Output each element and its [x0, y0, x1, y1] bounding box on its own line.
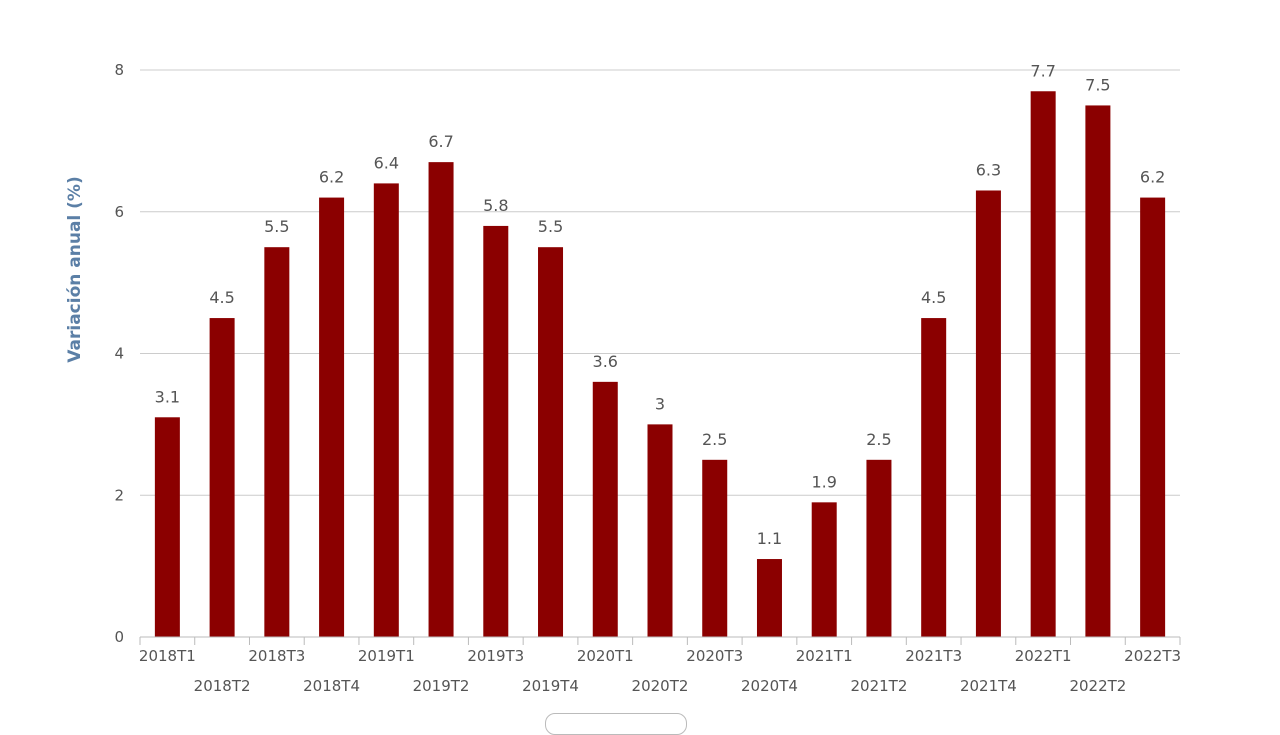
x-tick-label: 2019T3: [467, 647, 524, 665]
bar: [154, 417, 180, 637]
x-tick-label: 2018T1: [139, 647, 196, 665]
x-tick-label: 2018T3: [248, 647, 305, 665]
bar: [702, 459, 728, 637]
bar: [975, 190, 1001, 638]
data-label: 5.5: [264, 217, 289, 236]
data-label: 3.6: [593, 352, 618, 371]
bar: [1030, 91, 1056, 637]
data-label: 1.9: [811, 472, 836, 491]
data-labels: 3.1 4.5 5.5 6.2 6.4 6.7 5.8 5.5 3.6 3 2.5 1.1 1.9 2.5…: [155, 61, 1166, 548]
y-tick-label: 6: [114, 203, 124, 221]
bar: [647, 424, 673, 637]
bar: [264, 247, 290, 637]
data-label: 5.5: [538, 217, 563, 236]
data-label: 4.5: [921, 288, 946, 307]
x-tick-label: 2021T1: [796, 647, 853, 665]
x-tick-label: 2020T3: [686, 647, 743, 665]
y-axis-ticks: 0 2 4 6 8: [114, 61, 124, 646]
bar: [756, 559, 782, 637]
x-tick-label: 2019T1: [358, 647, 415, 665]
bar: [428, 162, 454, 637]
data-label: 2.5: [866, 430, 891, 449]
y-tick-label: 4: [114, 345, 124, 363]
data-label: 2.5: [702, 430, 727, 449]
data-label: 6.2: [1140, 168, 1165, 187]
bars: [154, 91, 1166, 638]
bar: [538, 247, 564, 637]
x-tick-label: 2021T4: [960, 677, 1017, 695]
x-tick-label: 2020T2: [632, 677, 689, 695]
bar: [866, 459, 892, 637]
x-tick-label: 2018T4: [303, 677, 360, 695]
data-label: 1.1: [757, 529, 782, 548]
x-tick-label: 2022T2: [1069, 677, 1126, 695]
data-label: 5.8: [483, 196, 508, 215]
bar-chart: 0 2 4 6 8 3.1 4.5 5.5 6.2 6.4 6.7 5.8 5.5 3.6 3 2.5 1.1…: [65, 61, 1181, 695]
x-tick-label: 2020T1: [577, 647, 634, 665]
y-tick-label: 0: [114, 628, 124, 646]
bar: [319, 197, 345, 637]
data-label: 3.1: [155, 387, 180, 406]
bar: [921, 318, 947, 637]
y-tick-label: 8: [114, 61, 124, 79]
data-label: 6.2: [319, 168, 344, 187]
data-label: 4.5: [209, 288, 234, 307]
bar: [483, 225, 509, 638]
data-label: 7.7: [1030, 61, 1055, 80]
chart-control-button[interactable]: [545, 713, 687, 735]
x-tick-label: 2021T2: [851, 677, 908, 695]
bar: [811, 502, 837, 637]
data-label: 7.5: [1085, 75, 1110, 94]
x-axis-ticks: 2018T1 2018T2 2018T3 2018T4 2019T1 2019T2 2019…: [139, 637, 1181, 695]
x-tick-label: 2018T2: [194, 677, 251, 695]
data-label: 6.3: [976, 160, 1001, 179]
data-label: 3: [655, 394, 665, 413]
bar: [1085, 105, 1111, 637]
bar: [592, 381, 618, 637]
y-axis-title: Variación anual (%): [65, 176, 85, 362]
bar: [1140, 197, 1166, 637]
x-tick-label: 2020T4: [741, 677, 798, 695]
x-tick-label: 2019T4: [522, 677, 579, 695]
bar: [373, 183, 399, 637]
x-tick-label: 2022T1: [1015, 647, 1072, 665]
x-tick-label: 2022T3: [1124, 647, 1181, 665]
y-tick-label: 2: [114, 486, 124, 504]
x-tick-label: 2021T3: [905, 647, 962, 665]
bar: [209, 318, 235, 637]
data-label: 6.7: [428, 132, 453, 151]
x-tick-label: 2019T2: [413, 677, 470, 695]
data-label: 6.4: [374, 153, 399, 172]
